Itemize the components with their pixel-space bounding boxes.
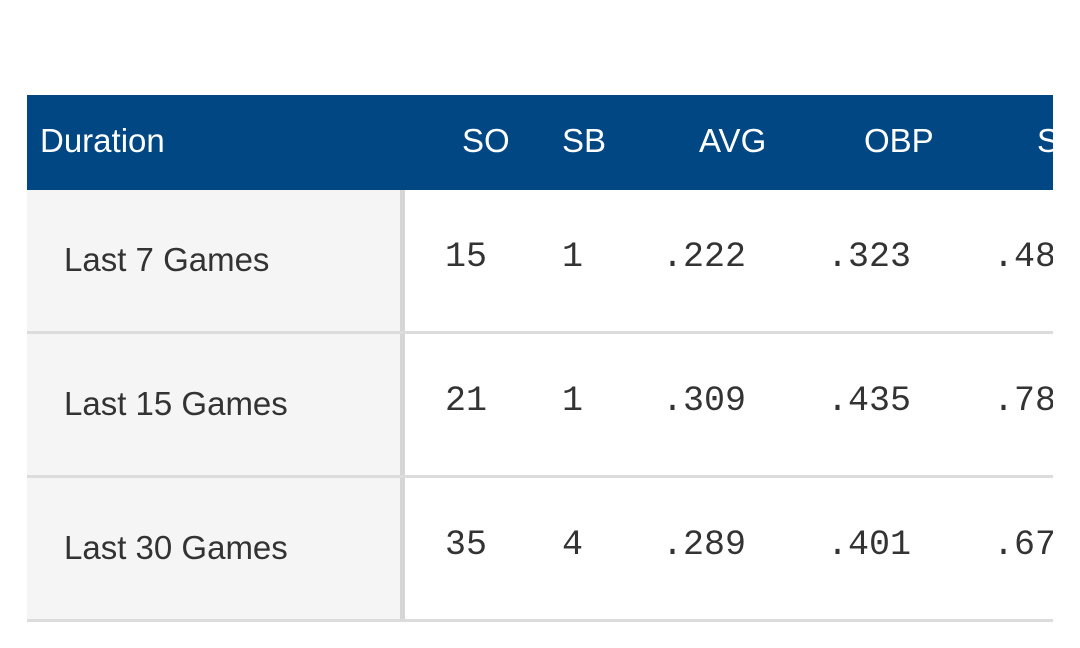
cell-obp: .435 xyxy=(827,381,912,421)
row-label-cell: Last 15 Games xyxy=(27,334,405,475)
row-label: Last 7 Games xyxy=(64,241,270,278)
cell-slg: .67 xyxy=(993,525,1053,565)
cell-avg: .222 xyxy=(662,237,747,277)
stats-table: Duration SO SB AVG OBP S Last 7 Games 15… xyxy=(27,95,1053,623)
cell-sb: 1 xyxy=(562,237,584,277)
header-obp[interactable]: OBP xyxy=(864,122,934,159)
header-slg[interactable]: S xyxy=(1037,122,1053,159)
header-so[interactable]: SO xyxy=(462,122,510,159)
cell-avg: .309 xyxy=(662,381,747,421)
cell-obp: .401 xyxy=(827,525,912,565)
row-label: Last 15 Games xyxy=(64,385,288,422)
cell-sb: 4 xyxy=(562,525,584,565)
cell-sb: 1 xyxy=(562,381,584,421)
cell-so: 35 xyxy=(445,525,488,565)
cell-so: 21 xyxy=(445,381,488,421)
table-row: Last 30 Games 35 4 .289 .401 .67 xyxy=(27,478,1053,622)
header-duration[interactable]: Duration xyxy=(40,122,165,159)
header-avg[interactable]: AVG xyxy=(699,122,767,159)
header-sb[interactable]: SB xyxy=(562,122,607,159)
row-label-cell: Last 7 Games xyxy=(27,190,405,331)
cell-slg: .78 xyxy=(993,381,1053,421)
cell-so: 15 xyxy=(445,237,488,277)
cell-obp: .323 xyxy=(827,237,912,277)
table-row: Last 7 Games 15 1 .222 .323 .48 xyxy=(27,190,1053,334)
row-label: Last 30 Games xyxy=(64,529,288,566)
table-header-row: Duration SO SB AVG OBP S xyxy=(27,95,1053,190)
cell-avg: .289 xyxy=(662,525,747,565)
table-row: Last 15 Games 21 1 .309 .435 .78 xyxy=(27,334,1053,478)
cell-slg: .48 xyxy=(993,237,1053,277)
row-label-cell: Last 30 Games xyxy=(27,478,405,619)
